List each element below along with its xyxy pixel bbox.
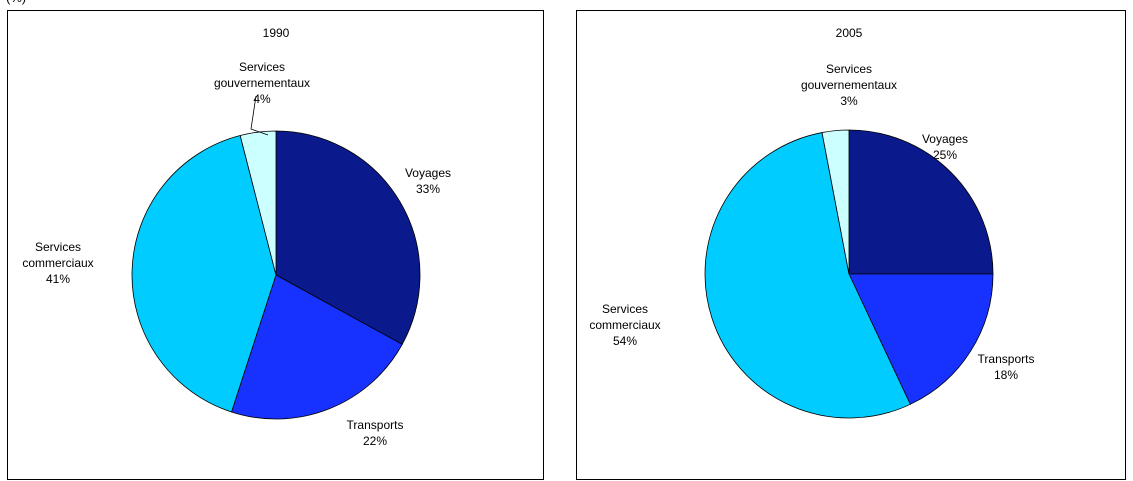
data-label-transports: Transports 22% xyxy=(347,418,404,448)
data-label-voyages: Voyages 25% xyxy=(922,132,968,162)
data-label-transports: Transports 18% xyxy=(978,352,1035,382)
pie-slice-services-commerciaux xyxy=(131,135,277,413)
pie-chart-panel-2005: 2005 Voyages 25% Transports 18% Services comm… xyxy=(576,10,1126,480)
pie-slice-services-commerciaux xyxy=(704,132,911,419)
figure-title-fragment: (%) xyxy=(6,0,26,5)
chart-title: 1990 xyxy=(263,26,290,40)
pie-chart-1990: 1990 Voyages 33% Transports 22% Services comm… xyxy=(22,26,451,448)
pie-slice-services-gouvernementaux xyxy=(239,130,277,276)
leader-line xyxy=(250,95,269,136)
pie-chart-2005: 2005 Voyages 25% Transports 18% Services comm… xyxy=(589,26,1035,419)
pie-chart-panel-1990: 1990 Voyages 33% Transports 22% Services comm… xyxy=(7,10,544,480)
data-label-voyages: Voyages 33% xyxy=(405,166,451,196)
pie-slice-voyages xyxy=(848,129,994,275)
pie-slice-services-gouvernementaux xyxy=(821,129,850,275)
data-label-services-commerciaux: Services commerciaux 41% xyxy=(22,240,93,286)
data-label-services-gouvernementaux: Services gouvernementaux 3% xyxy=(801,62,897,108)
data-label-services-gouvernementaux: Services gouvernementaux 4% xyxy=(214,60,310,106)
pie-slice-transports xyxy=(230,274,403,420)
data-label-services-commerciaux: Services commerciaux 54% xyxy=(589,302,660,348)
pie-slice-voyages xyxy=(275,130,421,345)
chart-title: 2005 xyxy=(836,26,863,40)
pie-slice-transports xyxy=(848,273,994,405)
